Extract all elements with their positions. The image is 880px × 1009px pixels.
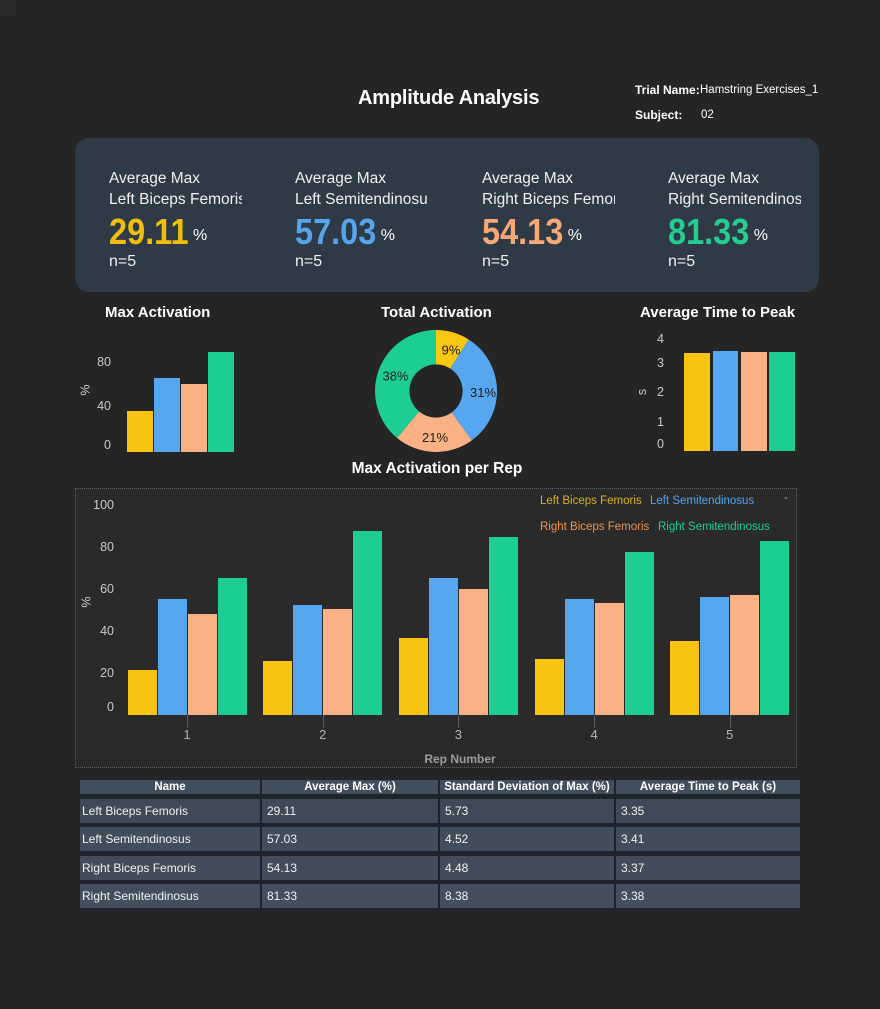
svg-text:31%: 31% — [470, 385, 496, 400]
svg-text:21%: 21% — [422, 430, 448, 445]
svg-text:38%: 38% — [382, 369, 408, 384]
svg-text:9%: 9% — [442, 343, 461, 358]
